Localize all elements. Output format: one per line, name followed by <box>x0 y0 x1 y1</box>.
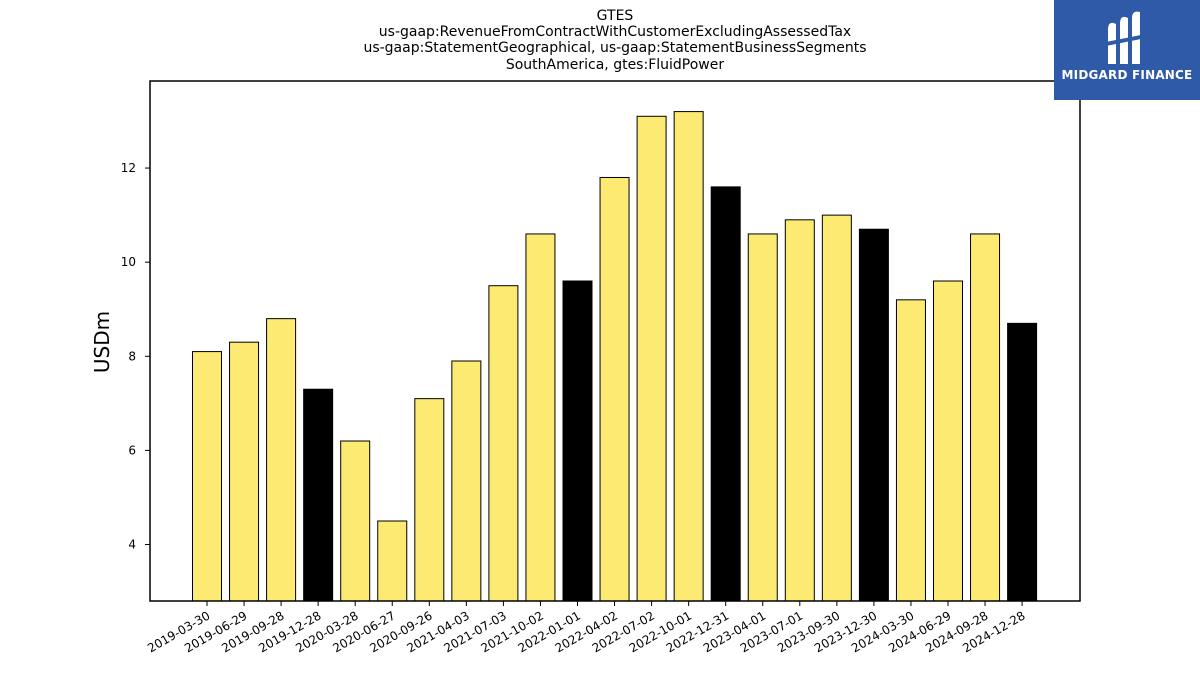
bar-2024-03-30 <box>895 299 926 602</box>
midgard-finance-logo: MIDGARD FINANCE <box>1054 0 1200 100</box>
bar-2020-06-27 <box>377 520 408 602</box>
bar-2024-12-28 <box>1007 322 1038 602</box>
bar-2022-04-02 <box>599 176 630 602</box>
bar-2023-12-30 <box>858 228 889 602</box>
x-axis-ticks: 2019-03-302019-06-292019-09-282019-12-28… <box>145 601 1028 655</box>
y-axis-ticks: 4 6 8 10 12 <box>121 161 150 552</box>
bar-2023-07-01 <box>784 219 815 602</box>
y-tick-label: 12 <box>121 161 136 175</box>
bar-2022-01-01 <box>562 280 593 602</box>
y-axis-label: USDm <box>90 311 114 373</box>
title-line-2: us-gaap:RevenueFromContractWithCustomerE… <box>379 24 851 40</box>
bar-2021-10-02 <box>525 233 556 602</box>
plot-frame <box>149 80 1081 602</box>
bar-2023-09-30 <box>821 214 852 602</box>
bar-2022-12-31 <box>710 186 741 602</box>
bar-2022-10-01 <box>673 111 704 602</box>
title-line-3: us-gaap:StatementGeographical, us-gaap:S… <box>363 40 866 56</box>
title-line-4: SouthAmerica, gtes:FluidPower <box>506 57 725 73</box>
y-tick-label: 10 <box>121 255 136 269</box>
bar-2019-09-28 <box>266 318 297 602</box>
logo-text: MIDGARD FINANCE <box>1061 68 1193 82</box>
bar-2021-04-03 <box>451 360 482 602</box>
bar-2021-07-03 <box>488 285 519 602</box>
y-tick-label: 6 <box>128 443 136 457</box>
bar-2020-03-28 <box>340 440 371 602</box>
bar-2024-06-29 <box>933 280 963 602</box>
bars-group <box>192 111 1038 602</box>
bar-2019-03-30 <box>192 351 222 602</box>
bar-2019-06-29 <box>229 341 260 602</box>
bar-2023-04-01 <box>747 233 778 602</box>
y-tick-label: 8 <box>128 349 136 363</box>
bar-2019-12-28 <box>303 388 334 602</box>
bar-2020-09-26 <box>414 398 445 602</box>
bar-2024-09-28 <box>970 233 1001 602</box>
title-line-1: GTES <box>597 8 634 24</box>
y-tick-label: 4 <box>128 538 136 552</box>
chart-title: GTES us-gaap:RevenueFromContractWithCust… <box>363 8 866 73</box>
bar-2022-07-02 <box>636 115 667 602</box>
logo-mark-icon <box>1106 11 1146 65</box>
